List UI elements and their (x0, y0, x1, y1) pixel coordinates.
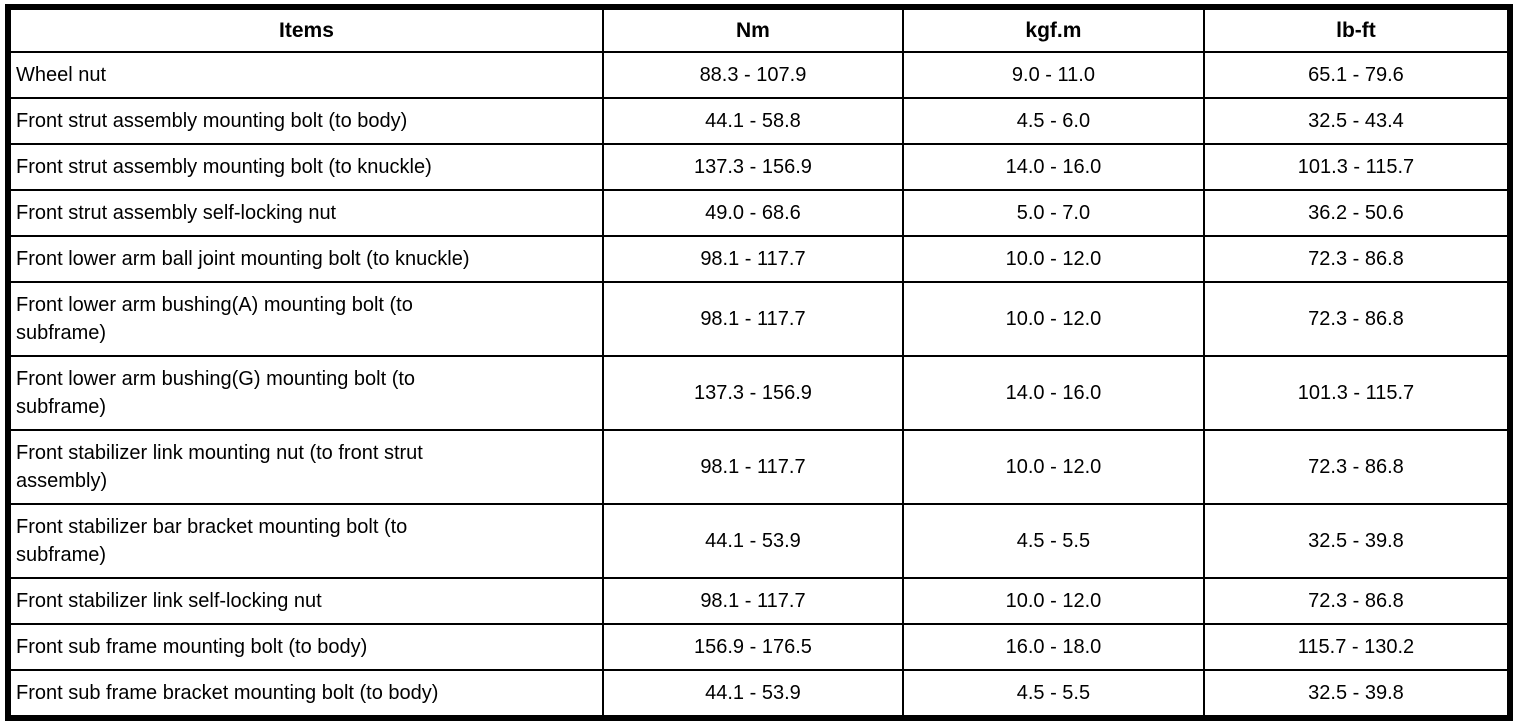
table-row: Front stabilizer bar bracket mounting bo… (7, 503, 1512, 579)
lbft-value-cell: 72.3 - 86.8 (1202, 235, 1512, 283)
table-head: Items Nm kgf.m lb-ft (7, 6, 1512, 53)
kgfm-value-cell: 10.0 - 12.0 (901, 429, 1205, 505)
item-cell: Front lower arm bushing(G) mounting bolt… (7, 355, 604, 431)
torque-spec-page: Items Nm kgf.m lb-ft Wheel nut 88.3 - 107.9 9… (5, 4, 1513, 721)
column-header-kgfm: kgf.m (901, 6, 1205, 53)
lbft-value-cell: 101.3 - 115.7 (1202, 355, 1512, 431)
nm-value-cell: 88.3 - 107.9 (601, 51, 904, 99)
header-row: Items Nm kgf.m lb-ft (7, 6, 1512, 53)
nm-value-cell: 44.1 - 53.9 (601, 669, 904, 719)
kgfm-value-cell: 10.0 - 12.0 (901, 281, 1205, 357)
lbft-value-cell: 115.7 - 130.2 (1202, 623, 1512, 671)
kgfm-value-cell: 4.5 - 6.0 (901, 97, 1205, 145)
lbft-value-cell: 32.5 - 43.4 (1202, 97, 1512, 145)
kgfm-value-cell: 10.0 - 12.0 (901, 577, 1205, 625)
column-header-lbft: lb-ft (1202, 6, 1512, 53)
item-cell: Front strut assembly self-locking nut (7, 189, 604, 237)
table-row: Front strut assembly self-locking nut 49.… (7, 189, 1512, 237)
lbft-value-cell: 36.2 - 50.6 (1202, 189, 1512, 237)
table-body: Wheel nut 88.3 - 107.9 9.0 - 11.0 65.1 - 79… (7, 51, 1512, 719)
item-cell: Front lower arm bushing(A) mounting bolt… (7, 281, 604, 357)
nm-value-cell: 98.1 - 117.7 (601, 429, 904, 505)
item-cell: Front stabilizer link mounting nut (to f… (7, 429, 604, 505)
item-cell: Front strut assembly mounting bolt (to b… (7, 97, 604, 145)
item-cell: Front stabilizer bar bracket mounting bo… (7, 503, 604, 579)
kgfm-value-cell: 5.0 - 7.0 (901, 189, 1205, 237)
table-row: Front lower arm bushing(A) mounting bolt… (7, 281, 1512, 357)
table-row: Front strut assembly mounting bolt (to b… (7, 97, 1512, 145)
item-cell: Front stabilizer link self-locking nut (7, 577, 604, 625)
table-row: Front sub frame mounting bolt (to body) 1… (7, 623, 1512, 671)
lbft-value-cell: 72.3 - 86.8 (1202, 577, 1512, 625)
lbft-value-cell: 101.3 - 115.7 (1202, 143, 1512, 191)
kgfm-value-cell: 4.5 - 5.5 (901, 503, 1205, 579)
kgfm-value-cell: 14.0 - 16.0 (901, 143, 1205, 191)
item-cell: Wheel nut (7, 51, 604, 99)
table-row: Front stabilizer link mounting nut (to f… (7, 429, 1512, 505)
nm-value-cell: 137.3 - 156.9 (601, 143, 904, 191)
kgfm-value-cell: 14.0 - 16.0 (901, 355, 1205, 431)
column-header-item: Items (7, 6, 604, 53)
nm-value-cell: 44.1 - 58.8 (601, 97, 904, 145)
lbft-value-cell: 72.3 - 86.8 (1202, 429, 1512, 505)
nm-value-cell: 156.9 - 176.5 (601, 623, 904, 671)
table-row: Front stabilizer link self-locking nut 98… (7, 577, 1512, 625)
torque-spec-table: Items Nm kgf.m lb-ft Wheel nut 88.3 - 107.9 9… (5, 4, 1513, 721)
column-header-nm: Nm (601, 6, 904, 53)
lbft-value-cell: 32.5 - 39.8 (1202, 669, 1512, 719)
nm-value-cell: 98.1 - 117.7 (601, 235, 904, 283)
nm-value-cell: 44.1 - 53.9 (601, 503, 904, 579)
nm-value-cell: 49.0 - 68.6 (601, 189, 904, 237)
nm-value-cell: 98.1 - 117.7 (601, 577, 904, 625)
item-cell: Front sub frame mounting bolt (to body) (7, 623, 604, 671)
kgfm-value-cell: 10.0 - 12.0 (901, 235, 1205, 283)
table-row: Front lower arm bushing(G) mounting bolt… (7, 355, 1512, 431)
table-row: Wheel nut 88.3 - 107.9 9.0 - 11.0 65.1 - 79… (7, 51, 1512, 99)
item-cell: Front strut assembly mounting bolt (to k… (7, 143, 604, 191)
table-row: Front sub frame bracket mounting bolt (t… (7, 669, 1512, 719)
table-row: Front strut assembly mounting bolt (to k… (7, 143, 1512, 191)
item-cell: Front sub frame bracket mounting bolt (t… (7, 669, 604, 719)
lbft-value-cell: 65.1 - 79.6 (1202, 51, 1512, 99)
item-cell: Front lower arm ball joint mounting bolt… (7, 235, 604, 283)
nm-value-cell: 137.3 - 156.9 (601, 355, 904, 431)
table-row: Front lower arm ball joint mounting bolt… (7, 235, 1512, 283)
kgfm-value-cell: 16.0 - 18.0 (901, 623, 1205, 671)
lbft-value-cell: 72.3 - 86.8 (1202, 281, 1512, 357)
lbft-value-cell: 32.5 - 39.8 (1202, 503, 1512, 579)
kgfm-value-cell: 4.5 - 5.5 (901, 669, 1205, 719)
nm-value-cell: 98.1 - 117.7 (601, 281, 904, 357)
kgfm-value-cell: 9.0 - 11.0 (901, 51, 1205, 99)
